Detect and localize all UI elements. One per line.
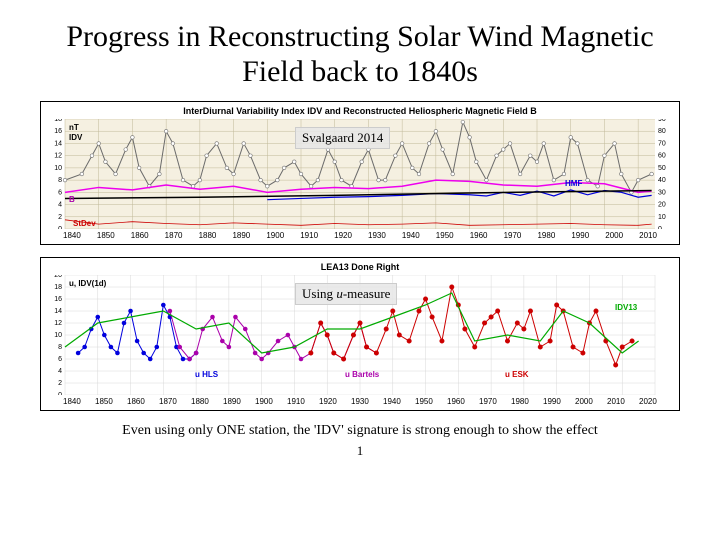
svg-text:4: 4 bbox=[58, 202, 62, 209]
svg-text:10: 10 bbox=[54, 332, 62, 339]
svg-text:10: 10 bbox=[54, 165, 62, 172]
svg-text:40: 40 bbox=[658, 177, 666, 184]
svg-text:12: 12 bbox=[54, 320, 62, 327]
svg-text:0: 0 bbox=[58, 392, 62, 395]
series-label: IDV bbox=[69, 133, 82, 142]
chart1-container: InterDiurnal Variability Index IDV and R… bbox=[40, 101, 680, 245]
svg-text:12: 12 bbox=[54, 153, 62, 160]
page-number: 1 bbox=[40, 443, 680, 459]
svg-text:30: 30 bbox=[658, 189, 666, 196]
chart-overlay-label: Using u-measure bbox=[295, 283, 397, 305]
svg-text:0: 0 bbox=[658, 226, 662, 229]
series-label: HMF bbox=[565, 179, 582, 188]
svg-text:20: 20 bbox=[54, 275, 62, 279]
svg-text:4: 4 bbox=[58, 368, 62, 375]
caption-text: Even using only ONE station, the 'IDV' s… bbox=[40, 423, 680, 439]
chart1-plot: 0 2 4 6 8 10 12 14 16 18 0 10 20 30 40 50 60 70 80 90 Svalga… bbox=[45, 119, 675, 229]
chart2-xaxis: 1840185018601870188018901900191019201930… bbox=[45, 395, 675, 406]
svg-text:18: 18 bbox=[54, 119, 62, 123]
svg-text:20: 20 bbox=[658, 202, 666, 209]
chart2-container: LEA13 Done Right 0 2 4 6 8 10 12 14 16 18 20 Using … bbox=[40, 257, 680, 411]
svg-text:14: 14 bbox=[54, 140, 62, 147]
series-label: StDev bbox=[73, 219, 96, 228]
svg-text:60: 60 bbox=[658, 153, 666, 160]
series-label: u, IDV(1d) bbox=[69, 279, 106, 288]
svg-text:6: 6 bbox=[58, 356, 62, 363]
svg-text:16: 16 bbox=[54, 128, 62, 135]
chart2-plot: 0 2 4 6 8 10 12 14 16 18 20 Using u-measure u, IDV(1… bbox=[45, 275, 675, 395]
chart2-title: LEA13 Done Right bbox=[45, 262, 675, 272]
svg-text:2: 2 bbox=[58, 214, 62, 221]
svg-text:10: 10 bbox=[658, 214, 666, 221]
series-label: nT bbox=[69, 123, 79, 132]
chart1-xaxis: 1840185018601870188018901900191019201930… bbox=[45, 229, 675, 240]
svg-text:70: 70 bbox=[658, 140, 666, 147]
series-label: u HLS bbox=[195, 370, 218, 379]
series-label: u Bartels bbox=[345, 370, 379, 379]
chart1-title: InterDiurnal Variability Index IDV and R… bbox=[45, 106, 675, 116]
page-title: Progress in Reconstructing Solar Wind Ma… bbox=[40, 20, 680, 89]
svg-text:0: 0 bbox=[58, 226, 62, 229]
svg-text:16: 16 bbox=[54, 296, 62, 303]
svg-text:18: 18 bbox=[54, 284, 62, 291]
svg-text:8: 8 bbox=[58, 344, 62, 351]
chart-overlay-label: Svalgaard 2014 bbox=[295, 127, 390, 149]
svg-text:8: 8 bbox=[58, 177, 62, 184]
svg-text:90: 90 bbox=[658, 119, 666, 123]
svg-text:50: 50 bbox=[658, 165, 666, 172]
svg-text:80: 80 bbox=[658, 128, 666, 135]
svg-text:2: 2 bbox=[58, 380, 62, 387]
series-label: B bbox=[69, 195, 75, 204]
svg-text:14: 14 bbox=[54, 308, 62, 315]
series-label: u ESK bbox=[505, 370, 529, 379]
series-label: IDV13 bbox=[615, 303, 637, 312]
svg-text:6: 6 bbox=[58, 189, 62, 196]
